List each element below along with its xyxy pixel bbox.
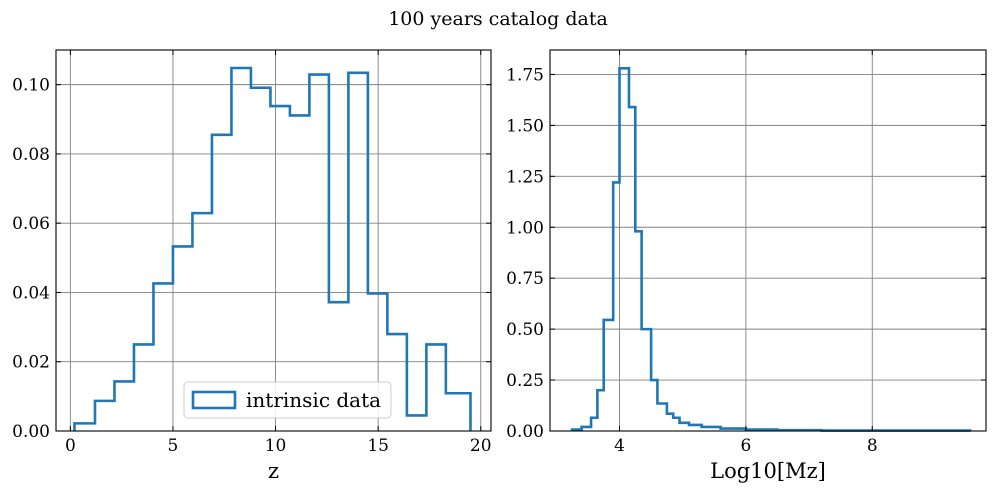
histogram-series-1 [73, 66, 472, 431]
plot-frame [55, 49, 492, 432]
y-tick-label: 1.75 [506, 65, 544, 85]
x-axis-label: Log10[Mz] [710, 459, 826, 483]
histogram-series-1 [570, 67, 972, 432]
y-tick-label: 0.25 [506, 371, 544, 391]
y-tick-label: 0.10 [12, 76, 50, 96]
x-tick-label: 5 [168, 436, 179, 456]
y-tick-label: 1.50 [506, 116, 544, 136]
y-tick-label: 0.00 [12, 422, 50, 442]
x-tick-label: 8 [867, 436, 878, 456]
x-tick-label: 20 [470, 436, 492, 456]
x-axis-label: z [268, 459, 279, 483]
x-tick-label: 15 [367, 436, 389, 456]
x-tick-label: 0 [65, 436, 76, 456]
subplot-1: 0 5 10 15 20 0.00 0.02 0.04 0.06 0.08 0.10 z intrins… [12, 49, 492, 483]
y-tick-label: 1.00 [506, 218, 544, 238]
legend-swatch [191, 390, 237, 410]
y-tick-label: 0.00 [506, 422, 544, 442]
y-tick-label: 0.04 [12, 283, 50, 303]
y-tick-label: 0.06 [12, 214, 50, 234]
y-tick-label: 0.75 [506, 269, 544, 289]
y-tick-label: 1.25 [506, 167, 544, 187]
legend: intrinsic data [183, 381, 392, 419]
x-tick-label: 10 [265, 436, 287, 456]
y-tick-label: 0.50 [506, 320, 544, 340]
x-tick-label: 6 [740, 436, 751, 456]
x-tick-label: 4 [614, 436, 625, 456]
legend-label: intrinsic data [246, 388, 381, 412]
subplot-2: 4 6 8 0.00 0.25 0.50 0.75 1.00 1.25 1.50 1.75 Log10… [506, 49, 987, 483]
plot-frame [549, 49, 987, 432]
y-tick-label: 0.02 [12, 353, 50, 373]
figure-title: 100 years catalog data [388, 8, 608, 30]
y-tick-label: 0.08 [12, 145, 50, 165]
